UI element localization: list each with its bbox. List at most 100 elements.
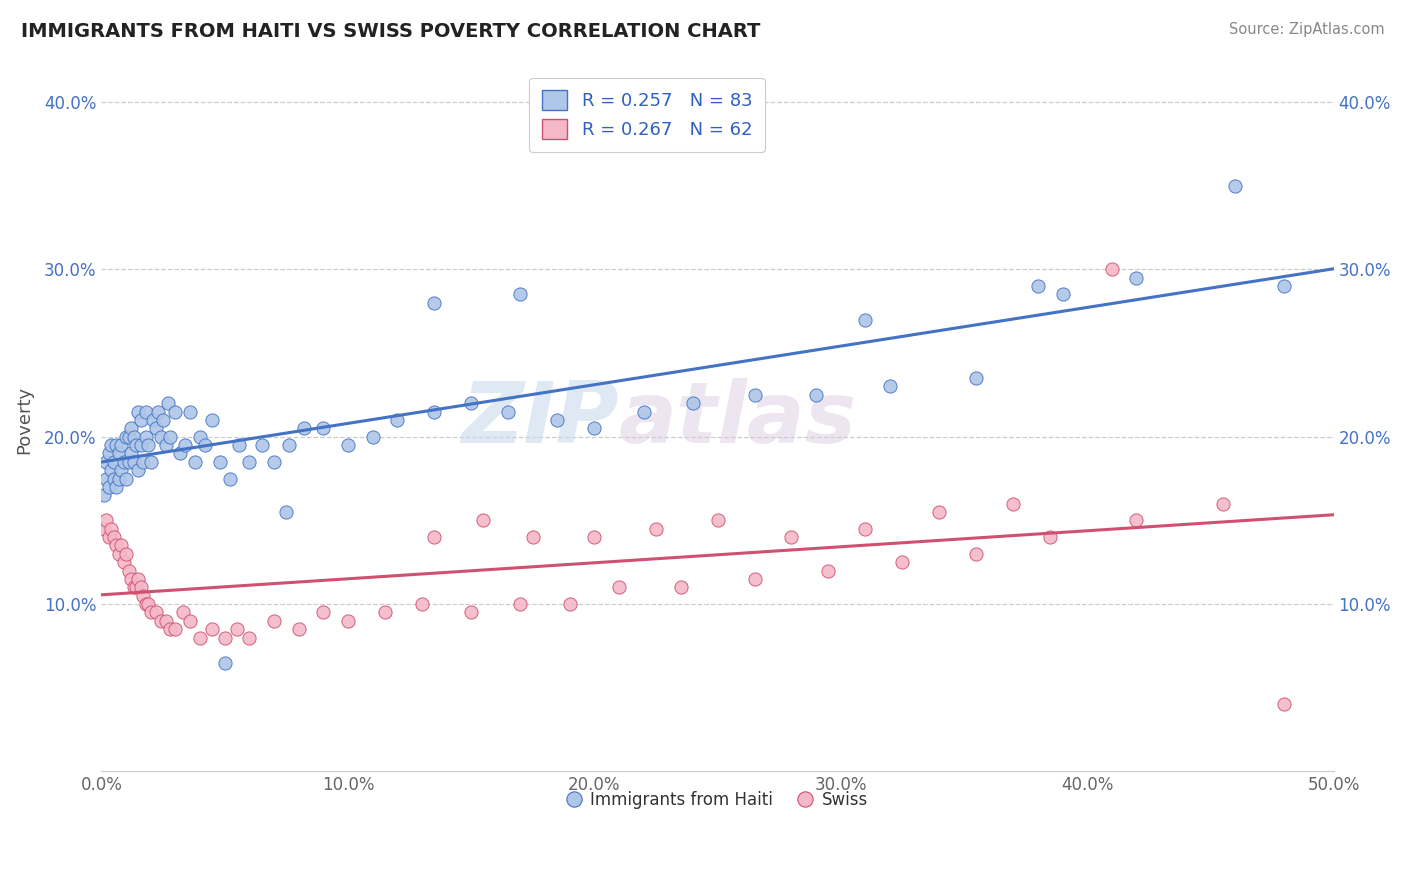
Point (96, 455, 118, 469)
Point (496, 404, 519, 418)
Point (201, 413, 224, 427)
Point (1212, 497, 1234, 511)
Point (201, 622, 224, 636)
Point (155, 438, 177, 452)
Point (103, 455, 125, 469)
Point (132, 589, 155, 603)
Point (149, 614, 172, 628)
Point (276, 505, 298, 519)
Point (238, 631, 260, 645)
Point (127, 572, 149, 586)
Point (122, 455, 145, 469)
Point (169, 446, 191, 460)
Point (509, 597, 531, 611)
Point (96, 471, 118, 485)
Point (633, 404, 655, 418)
Point (139, 455, 162, 469)
Point (1125, 270, 1147, 285)
Point (93, 522, 115, 536)
Point (135, 404, 157, 418)
Point (214, 631, 236, 645)
Point (165, 404, 187, 418)
Point (780, 530, 803, 544)
Point (159, 622, 181, 636)
Point (374, 606, 396, 620)
Point (110, 463, 132, 477)
Point (228, 438, 250, 452)
Point (188, 631, 211, 645)
Point (292, 421, 315, 435)
Point (179, 404, 201, 418)
Point (583, 530, 606, 544)
Point (965, 371, 987, 385)
Point (122, 580, 145, 594)
Point (100, 438, 122, 452)
Point (100, 463, 122, 477)
Y-axis label: Poverty: Poverty (15, 386, 32, 454)
Point (522, 530, 544, 544)
Point (103, 471, 125, 485)
Point (706, 513, 728, 527)
Point (583, 421, 606, 435)
Point (142, 413, 165, 427)
Point (1026, 279, 1049, 293)
Point (93, 488, 115, 502)
Point (105, 539, 128, 553)
Point (226, 622, 249, 636)
Legend: Immigrants from Haiti, Swiss: Immigrants from Haiti, Swiss (561, 784, 875, 816)
Point (107, 471, 129, 485)
Point (744, 388, 766, 402)
Text: atlas: atlas (619, 378, 858, 461)
Point (139, 606, 162, 620)
Point (194, 438, 217, 452)
Point (96, 513, 118, 527)
Point (136, 597, 159, 611)
Point (238, 455, 260, 469)
Point (188, 430, 211, 444)
Point (472, 513, 495, 527)
Point (120, 446, 142, 460)
Point (250, 438, 273, 452)
Point (117, 564, 139, 578)
Point (100, 522, 122, 536)
Point (107, 446, 129, 460)
Point (179, 614, 201, 628)
Point (172, 606, 194, 620)
Point (965, 547, 987, 561)
Point (1002, 497, 1025, 511)
Point (1052, 287, 1074, 301)
Point (107, 547, 129, 561)
Point (1101, 262, 1123, 277)
Point (105, 438, 128, 452)
Point (879, 379, 901, 393)
Point (509, 287, 531, 301)
Point (1272, 698, 1295, 712)
Point (120, 572, 142, 586)
Point (263, 455, 285, 469)
Point (117, 455, 139, 469)
Point (336, 614, 359, 628)
Point (1125, 513, 1147, 527)
Point (115, 547, 138, 561)
Point (117, 430, 139, 444)
Point (891, 555, 914, 569)
Point (1272, 279, 1295, 293)
Point (165, 622, 187, 636)
Point (423, 404, 446, 418)
Point (312, 421, 335, 435)
Point (135, 430, 157, 444)
Point (97, 446, 120, 460)
Point (817, 564, 839, 578)
Point (129, 413, 152, 427)
Point (1223, 178, 1246, 193)
Text: IMMIGRANTS FROM HAITI VS SWISS POVERTY CORRELATION CHART: IMMIGRANTS FROM HAITI VS SWISS POVERTY C… (21, 22, 761, 41)
Point (287, 622, 309, 636)
Point (804, 388, 827, 402)
Point (263, 614, 285, 628)
Point (155, 614, 177, 628)
Point (110, 539, 132, 553)
Point (127, 404, 149, 418)
Point (149, 430, 172, 444)
Point (125, 438, 148, 452)
Point (607, 580, 630, 594)
